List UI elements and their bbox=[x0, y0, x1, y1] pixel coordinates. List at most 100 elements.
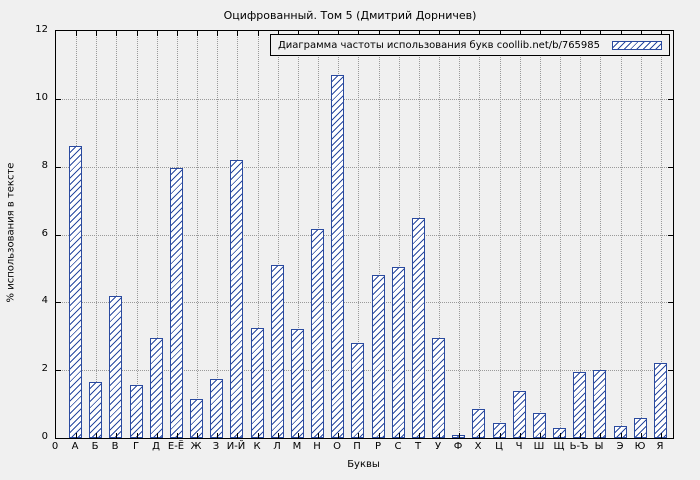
x-tick bbox=[399, 433, 400, 438]
bar-23 bbox=[513, 391, 526, 438]
v-gridline bbox=[379, 31, 380, 438]
x-tick-label: Ь-Ъ bbox=[569, 441, 589, 452]
y-tick-label: 4 bbox=[41, 295, 48, 306]
x-tick bbox=[217, 433, 218, 438]
v-gridline bbox=[479, 31, 480, 438]
x-tick bbox=[419, 31, 420, 36]
x-tick bbox=[338, 31, 339, 36]
bar-24 bbox=[533, 413, 546, 438]
bar-16 bbox=[372, 275, 385, 438]
v-gridline bbox=[439, 31, 440, 438]
v-gridline bbox=[600, 31, 601, 438]
x-tick bbox=[419, 433, 420, 438]
x-tick-label: Н bbox=[313, 441, 321, 452]
x-tick bbox=[459, 31, 460, 36]
x-tick bbox=[641, 433, 642, 438]
bar-7 bbox=[190, 399, 203, 438]
h-gridline bbox=[56, 302, 673, 303]
x-tick bbox=[479, 31, 480, 36]
v-gridline bbox=[560, 31, 561, 438]
bar-6 bbox=[170, 168, 183, 438]
x-tick-label: Ы bbox=[594, 441, 604, 452]
x-tick bbox=[560, 31, 561, 36]
x-tick bbox=[137, 433, 138, 438]
v-gridline bbox=[500, 31, 501, 438]
x-tick bbox=[641, 31, 642, 36]
x-tick-label: Я bbox=[656, 441, 664, 452]
x-tick bbox=[358, 433, 359, 438]
x-tick-label: У bbox=[434, 441, 442, 452]
x-tick-label: Б bbox=[91, 441, 99, 452]
x-tick bbox=[399, 31, 400, 36]
x-tick bbox=[600, 31, 601, 36]
bar-11 bbox=[271, 265, 284, 438]
x-tick-label: А bbox=[71, 441, 79, 452]
x-tick bbox=[338, 433, 339, 438]
y-tick bbox=[56, 235, 61, 236]
x-tick bbox=[298, 31, 299, 36]
v-gridline bbox=[661, 31, 662, 438]
v-gridline bbox=[278, 31, 279, 438]
x-tick bbox=[520, 31, 521, 36]
x-tick-label: Л bbox=[273, 441, 281, 452]
y-tick bbox=[56, 167, 61, 168]
x-tick-label: Э bbox=[616, 441, 624, 452]
v-gridline bbox=[520, 31, 521, 438]
x-tick bbox=[318, 31, 319, 36]
bar-18 bbox=[412, 218, 425, 438]
bar-1 bbox=[69, 146, 82, 438]
bar-29 bbox=[634, 418, 647, 438]
x-tick bbox=[96, 31, 97, 36]
y-tick bbox=[56, 99, 61, 100]
x-tick bbox=[580, 31, 581, 36]
x-tick-label: Д bbox=[152, 441, 160, 452]
y-tick-label: 10 bbox=[35, 92, 48, 103]
bar-22 bbox=[493, 423, 506, 438]
bar-12 bbox=[291, 329, 304, 438]
x-tick bbox=[540, 433, 541, 438]
x-tick bbox=[76, 31, 77, 36]
x-tick bbox=[379, 433, 380, 438]
x-tick bbox=[479, 433, 480, 438]
bar-4 bbox=[130, 385, 143, 438]
x-tick-label: И-Й bbox=[226, 441, 246, 452]
h-gridline bbox=[56, 235, 673, 236]
v-gridline bbox=[298, 31, 299, 438]
y-tick-label: 6 bbox=[41, 228, 48, 239]
x-tick bbox=[76, 433, 77, 438]
y-tick-label: 12 bbox=[35, 24, 48, 35]
x-tick bbox=[197, 31, 198, 36]
v-gridline bbox=[358, 31, 359, 438]
x-tick bbox=[540, 31, 541, 36]
x-tick bbox=[358, 31, 359, 36]
x-tick bbox=[298, 433, 299, 438]
bar-30 bbox=[654, 363, 667, 438]
x-tick-label: К bbox=[253, 441, 261, 452]
x-tick bbox=[116, 433, 117, 438]
v-gridline bbox=[137, 31, 138, 438]
x-tick-label: Ч bbox=[515, 441, 523, 452]
chart-title: Оцифрованный. Том 5 (Дмитрий Дорничев) bbox=[223, 9, 477, 22]
x-tick bbox=[237, 433, 238, 438]
x-tick bbox=[661, 433, 662, 438]
x-tick bbox=[96, 433, 97, 438]
legend-swatch bbox=[612, 40, 662, 50]
v-gridline bbox=[258, 31, 259, 438]
h-gridline bbox=[56, 167, 673, 168]
legend-box: Диаграмма частоты использования букв coo… bbox=[269, 34, 670, 56]
bar-8 bbox=[210, 379, 223, 438]
x-tick bbox=[237, 31, 238, 36]
x-tick-label: Т bbox=[414, 441, 422, 452]
v-gridline bbox=[580, 31, 581, 438]
x-axis-label: Буквы bbox=[347, 459, 380, 470]
v-gridline bbox=[459, 31, 460, 438]
y-tick-label: 0 bbox=[41, 431, 48, 442]
v-gridline bbox=[157, 31, 158, 438]
h-gridline bbox=[56, 370, 673, 371]
y-tick-label: 2 bbox=[41, 363, 48, 374]
h-gridline bbox=[56, 99, 673, 100]
bar-20 bbox=[452, 435, 465, 438]
x-tick-label: С bbox=[394, 441, 402, 452]
y-tick bbox=[668, 167, 673, 168]
